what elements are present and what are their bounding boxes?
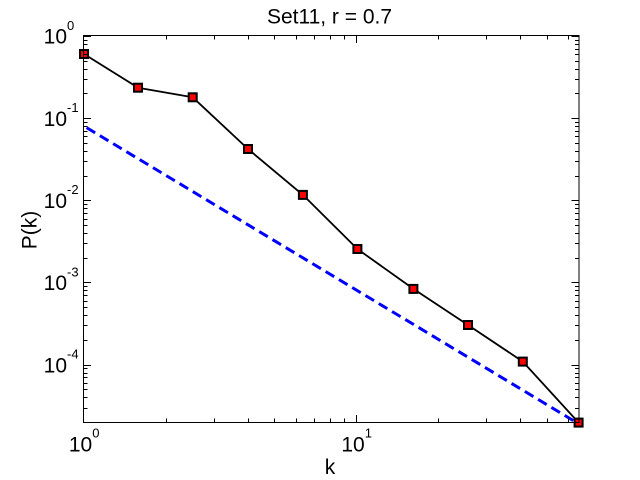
svg-text:10: 10 (44, 190, 67, 213)
svg-text:-3: -3 (67, 264, 79, 279)
svg-text:k: k (325, 456, 336, 479)
svg-text:-1: -1 (67, 100, 79, 115)
svg-text:-2: -2 (67, 182, 79, 197)
svg-text:10: 10 (69, 434, 92, 457)
svg-text:10: 10 (44, 26, 67, 49)
svg-text:Set11, r = 0.7: Set11, r = 0.7 (267, 6, 392, 29)
svg-text:10: 10 (44, 108, 67, 131)
svg-text:0: 0 (92, 426, 99, 441)
svg-text:10: 10 (44, 354, 67, 377)
svg-text:P(k): P(k) (19, 211, 42, 250)
svg-text:0: 0 (67, 18, 74, 33)
svg-text:10: 10 (44, 272, 67, 295)
svg-text:-4: -4 (67, 346, 79, 361)
svg-text:10: 10 (341, 434, 364, 457)
svg-text:1: 1 (365, 426, 372, 441)
